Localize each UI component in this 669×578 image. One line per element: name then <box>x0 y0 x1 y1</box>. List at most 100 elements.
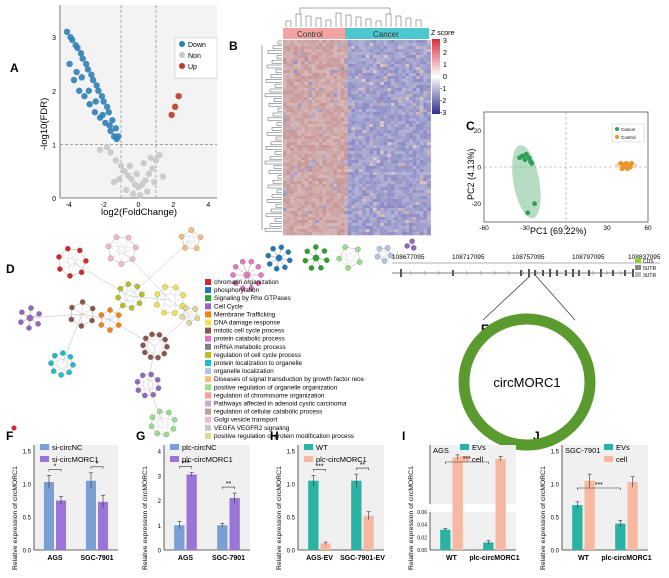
heatmap-cell <box>286 184 291 188</box>
heatmap-cell <box>401 220 406 224</box>
heatmap-cell <box>387 82 392 86</box>
dendro-left-branch <box>264 93 282 98</box>
heatmap-cell <box>319 70 323 74</box>
network-legend-swatch <box>205 287 211 294</box>
heatmap-cell <box>365 226 370 230</box>
heatmap-cell <box>322 106 327 110</box>
heatmap-cell <box>387 58 392 62</box>
heatmap-cell <box>369 88 374 92</box>
heatmap-cell <box>398 85 403 89</box>
network-edge <box>142 334 160 346</box>
panel-h-sig-bracket <box>356 467 369 471</box>
heatmap-cell <box>358 157 363 161</box>
network-edge <box>157 419 175 434</box>
heatmap-cell <box>409 214 413 218</box>
heatmap-cell <box>369 172 374 176</box>
panel-f-ytick: 1.5 <box>23 450 32 456</box>
dendro-left-branch <box>271 59 282 64</box>
heatmap-cell <box>365 211 370 215</box>
heatmap-cell <box>301 145 305 149</box>
heatmap-cell <box>369 220 374 224</box>
network-edge <box>121 249 171 301</box>
heatmap-cell <box>351 226 356 230</box>
heatmap-cell <box>301 73 305 77</box>
heatmap-cell <box>380 148 385 152</box>
heatmap-cell <box>376 112 381 116</box>
heatmap-cell <box>340 103 345 107</box>
heatmap-cell <box>297 190 302 194</box>
heatmap-cell <box>394 217 399 221</box>
heatmap-cell <box>409 163 413 167</box>
heatmap-cell <box>423 76 428 80</box>
heatmap-cell <box>315 94 320 98</box>
heatmap-cell <box>369 121 374 125</box>
heatmap-cell <box>383 166 388 170</box>
heatmap-cell <box>401 142 406 146</box>
heatmap-cell <box>297 187 302 191</box>
heatmap-cell <box>365 46 370 50</box>
heatmap-cell <box>398 61 403 65</box>
heatmap-cell <box>301 79 305 83</box>
heatmap-cell <box>293 118 298 122</box>
heatmap-cell <box>416 208 421 212</box>
heatmap-cell <box>383 205 388 209</box>
heatmap-cell <box>358 61 363 65</box>
heatmap-cell <box>394 118 399 122</box>
heatmap-cell <box>311 232 316 236</box>
heatmap-cell <box>304 82 309 86</box>
network-node <box>136 300 143 306</box>
heatmap-cell <box>383 40 388 44</box>
network-node <box>179 314 185 320</box>
heatmap-cell <box>362 52 367 56</box>
heatmap-cell <box>337 172 341 176</box>
heatmap-cell <box>347 64 352 68</box>
heatmap-cell <box>380 226 385 230</box>
heatmap-cell <box>308 88 313 92</box>
heatmap-cell <box>297 121 302 125</box>
heatmap-cell <box>283 127 287 131</box>
heatmap-cell <box>319 208 323 212</box>
heatmap-cell <box>308 226 313 230</box>
heatmap-cell <box>394 199 399 203</box>
heatmap-cell <box>333 169 338 173</box>
heatmap-cell <box>337 178 341 182</box>
heatmap-cell <box>322 124 327 128</box>
heatmap-cell <box>391 160 395 164</box>
heatmap-cell <box>337 130 341 134</box>
network-node <box>26 314 34 322</box>
network-edge <box>184 237 201 249</box>
heatmap-cell <box>322 205 327 209</box>
panel-g-bar-plc-circmorc1 <box>186 474 197 550</box>
heatmap-cell <box>344 100 349 104</box>
heatmap-cell <box>401 106 406 110</box>
heatmap-cell <box>416 115 421 119</box>
heatmap-cell <box>333 172 338 176</box>
gene-strand-arrow <box>591 270 595 276</box>
heatmap-cell <box>337 199 341 203</box>
heatmap-cell <box>347 211 352 215</box>
heatmap-cell <box>329 220 334 224</box>
heatmap-cell <box>412 94 417 98</box>
heatmap-cell <box>423 148 428 152</box>
heatmap-cell <box>380 208 385 212</box>
heatmap-cell <box>297 139 302 143</box>
dendro-left-branch <box>264 160 282 165</box>
heatmap-cell <box>358 214 363 218</box>
pca-point-cancer <box>522 157 528 163</box>
network-legend-label: organelle localization <box>214 368 274 375</box>
heatmap-cell <box>362 142 367 146</box>
heatmap-cell <box>412 112 417 116</box>
heatmap-cell <box>329 142 334 146</box>
heatmap-cell <box>290 208 295 212</box>
heatmap-cell <box>347 121 352 125</box>
heatmap-cell <box>423 208 428 212</box>
heatmap-cell <box>394 157 399 161</box>
heatmap-cell <box>405 49 410 53</box>
heatmap-cell <box>311 133 316 137</box>
heatmap-cell <box>409 106 413 110</box>
heatmap-cell <box>405 178 410 182</box>
heatmap-cell <box>362 112 367 116</box>
pca-xtick: -30 <box>520 225 530 232</box>
heatmap-cell <box>283 103 287 107</box>
heatmap-cell <box>365 127 370 131</box>
